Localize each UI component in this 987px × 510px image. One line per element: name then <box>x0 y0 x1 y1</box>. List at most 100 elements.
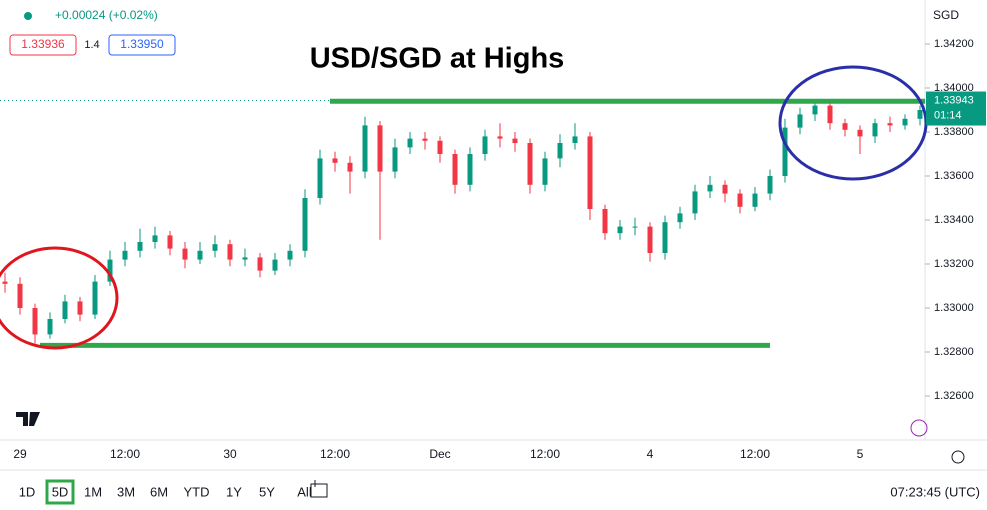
logo <box>16 412 40 426</box>
candle-body <box>842 123 848 130</box>
candle-body <box>182 248 188 260</box>
range-button[interactable]: 3M <box>117 484 135 499</box>
candle-body <box>857 129 863 137</box>
candle-body <box>617 226 623 234</box>
chart-title: USD/SGD at Highs <box>310 43 565 75</box>
candle-body <box>902 118 908 126</box>
settings-icon[interactable] <box>951 450 965 464</box>
y-tick-label: 1.32600 <box>934 390 974 402</box>
candle-body <box>257 257 263 271</box>
candle-body <box>647 226 653 253</box>
active-range[interactable] <box>45 479 75 505</box>
candle-body <box>542 158 548 185</box>
candle-body <box>287 250 293 260</box>
candle-body <box>827 105 833 124</box>
candle-body <box>467 154 473 185</box>
y-tick-label: 1.32800 <box>934 346 974 358</box>
candle-body <box>767 176 773 194</box>
y-tick-label: 1.33400 <box>934 214 974 226</box>
x-tick-label: 29 <box>13 447 27 461</box>
candle-body <box>47 319 53 335</box>
candle-body <box>737 193 743 207</box>
highlight-circle <box>0 246 119 350</box>
range-button[interactable]: YTD <box>184 484 210 499</box>
y-tick-label: 1.33600 <box>934 170 974 182</box>
range-button[interactable]: 5Y <box>259 484 275 499</box>
candle-body <box>422 138 428 141</box>
sell-price[interactable]: 1.33936 <box>21 37 65 51</box>
candle-body <box>692 191 698 214</box>
candle-body <box>887 123 893 126</box>
range-button[interactable]: 1M <box>84 484 102 499</box>
compare-icon[interactable] <box>310 480 328 498</box>
sell-box[interactable] <box>9 34 77 56</box>
buy-price[interactable]: 1.33950 <box>120 37 164 51</box>
y-tick-label: 1.33800 <box>934 126 974 138</box>
range-button[interactable]: 5D <box>52 484 69 499</box>
y-tick-label: 1.33200 <box>934 258 974 270</box>
candle-body <box>452 154 458 185</box>
candle-body <box>407 138 413 148</box>
candle-body <box>2 281 8 284</box>
last-price-box <box>926 91 986 126</box>
candle-body <box>917 110 923 119</box>
currency[interactable]: SGD <box>933 8 959 22</box>
range-button[interactable]: All <box>297 484 312 499</box>
candle-body <box>152 235 158 242</box>
spread: 1.4 <box>84 39 99 51</box>
candle-body <box>317 158 323 198</box>
candle-body <box>497 136 503 139</box>
candle-body <box>107 259 113 282</box>
x-tick-label: Dec <box>429 447 450 461</box>
candle-body <box>347 162 353 172</box>
candle-body <box>167 235 173 249</box>
x-tick-label: 5 <box>857 447 864 461</box>
last-price-label: 1.33943 <box>934 94 974 106</box>
candle-body <box>482 136 488 154</box>
candle-body <box>32 308 38 335</box>
candle-body <box>377 125 383 172</box>
candle-body <box>782 127 788 176</box>
y-tick-label: 1.34200 <box>934 38 974 50</box>
candle-body <box>632 226 638 228</box>
candle-body <box>362 125 368 172</box>
x-tick-label: 12:00 <box>740 447 770 461</box>
candle-body <box>137 242 143 251</box>
candle-body <box>122 250 128 260</box>
candle-body <box>392 147 398 172</box>
candle-body <box>722 184 728 194</box>
lightning-icon[interactable] <box>910 419 928 437</box>
range-button[interactable]: 1D <box>19 484 36 499</box>
candle-body <box>572 136 578 143</box>
x-tick-label: 12:00 <box>530 447 560 461</box>
buy-box[interactable] <box>108 34 176 56</box>
candle-body <box>212 244 218 251</box>
candle-body <box>62 301 68 319</box>
candle-body <box>587 136 593 209</box>
candle-body <box>602 209 608 234</box>
candle-body <box>707 184 713 192</box>
candle-body <box>242 257 248 260</box>
candle-body <box>92 281 98 315</box>
candle-body <box>812 105 818 115</box>
x-tick-label: 12:00 <box>110 447 140 461</box>
range-button[interactable]: 1Y <box>226 484 242 499</box>
candle-body <box>302 198 308 251</box>
x-tick-label: 30 <box>223 447 237 461</box>
candle-body <box>872 123 878 137</box>
y-tick-label: 1.33000 <box>934 302 974 314</box>
candle-body <box>437 140 443 154</box>
candle-body <box>227 244 233 260</box>
range-button[interactable]: 6M <box>150 484 168 499</box>
candle-body <box>332 158 338 163</box>
candle-body <box>77 301 83 315</box>
countdown: 01:14 <box>934 109 962 121</box>
clock: 07:23:45 (UTC) <box>890 484 980 499</box>
candle-body <box>272 259 278 271</box>
candle-body <box>797 114 803 128</box>
status-dot <box>24 12 32 20</box>
candle-body <box>17 283 23 308</box>
candle-body <box>557 143 563 159</box>
candle-body <box>662 222 668 253</box>
